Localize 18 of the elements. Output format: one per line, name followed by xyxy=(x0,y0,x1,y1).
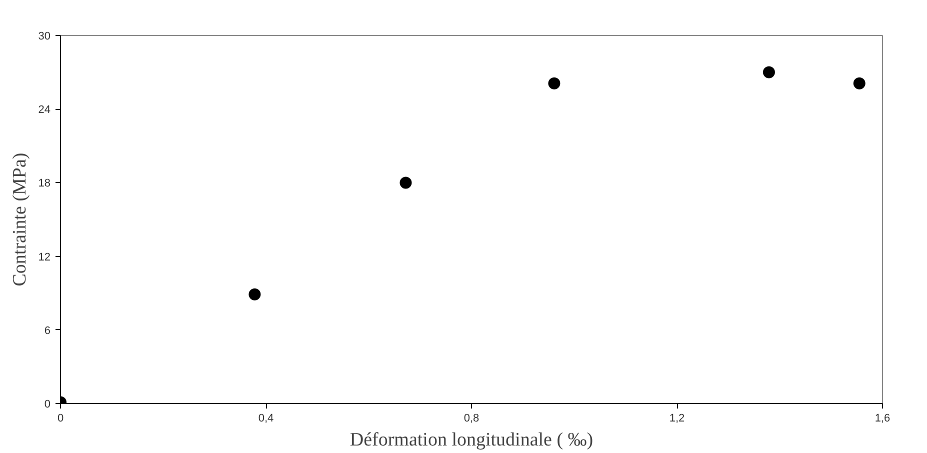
y-tick-label: 24 xyxy=(38,104,51,116)
point xyxy=(853,77,866,90)
y-tick-label: 0 xyxy=(44,398,51,410)
y-tick-label: 12 xyxy=(38,251,51,264)
x-axis-title: Déformation longitudinale ( ‰) xyxy=(350,430,594,450)
y-tick-label: 6 xyxy=(44,324,51,337)
x-tick-label: 1,2 xyxy=(669,412,685,424)
x-tick-label: 0,8 xyxy=(464,412,480,424)
x-tick-label: 0 xyxy=(57,412,64,424)
point xyxy=(548,77,560,90)
y-axis-title: Contrainte (MPa) xyxy=(9,152,30,286)
point xyxy=(400,176,412,189)
x-tick-label: 0,4 xyxy=(258,412,274,424)
x-tick-label: 1,6 xyxy=(874,412,890,424)
point xyxy=(762,66,775,78)
y-tick-label: 18 xyxy=(38,178,51,190)
y-tick-label: 30 xyxy=(38,30,51,42)
point xyxy=(248,288,261,300)
